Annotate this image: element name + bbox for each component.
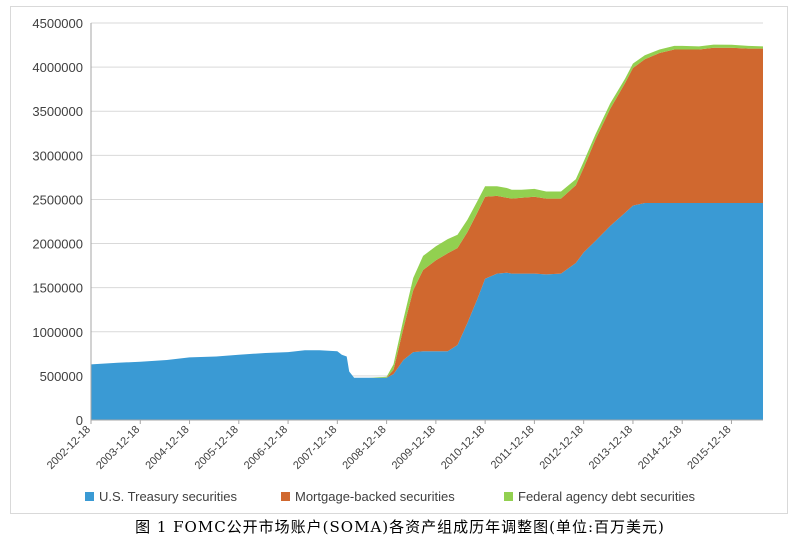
area-u-s-treasury-securities <box>91 203 763 420</box>
axes <box>90 23 763 424</box>
y-tick-label: 4000000 <box>32 60 83 75</box>
x-tick-label: 2013-12-18 <box>587 424 635 472</box>
area-mortgage-backed-securities <box>91 47 763 378</box>
x-tick-label: 2014-12-18 <box>636 424 684 472</box>
legend-swatch <box>85 492 94 501</box>
y-tick-label: 1000000 <box>32 325 83 340</box>
x-tick-label: 2007-12-18 <box>291 424 339 472</box>
x-tick-label: 2004-12-18 <box>143 424 191 472</box>
y-tick-label: 2000000 <box>32 237 83 252</box>
figure-caption: 图 1 FOMC公开市场账户(SOMA)各资产组成历年调整图(单位:百万美元) <box>135 518 665 536</box>
x-tick-label: 2005-12-18 <box>193 424 241 472</box>
x-tick-label: 2012-12-18 <box>538 424 586 472</box>
y-tick-label: 1500000 <box>32 281 83 296</box>
x-tick-label: 2009-12-18 <box>390 424 438 472</box>
x-tick-label: 2011-12-18 <box>489 424 537 472</box>
legend: U.S. Treasury securities Mortgage-backed … <box>85 489 696 504</box>
area-chart: 0 500000 1000000 1500000 2000000 2500000 30000… <box>32 16 763 504</box>
x-tick-label: 2003-12-18 <box>94 424 142 472</box>
y-tick-label: 3000000 <box>32 148 83 163</box>
legend-swatch <box>504 492 513 501</box>
x-tick-label: 2015-12-18 <box>685 424 733 472</box>
y-tick-label: 2500000 <box>32 192 83 207</box>
y-tick-label: 500000 <box>40 369 83 384</box>
y-tick-labels: 0 500000 1000000 1500000 2000000 2500000 30000… <box>32 16 83 428</box>
area-series-group <box>91 44 763 420</box>
x-tick-label: 2006-12-18 <box>242 424 290 472</box>
legend-label: Federal agency debt securities <box>518 489 696 504</box>
x-tick-label: 2008-12-18 <box>340 424 388 472</box>
y-tick-label: 0 <box>76 413 83 428</box>
x-tick-labels: 2002-12-18 2003-12-18 2004-12-18 2005-12-18… <box>45 424 734 472</box>
x-tick-label: 2010-12-18 <box>439 424 487 472</box>
y-tick-label: 4500000 <box>32 16 83 31</box>
legend-label: Mortgage-backed securities <box>295 489 455 504</box>
y-tick-label: 3500000 <box>32 104 83 119</box>
grid-lines <box>91 22 763 377</box>
legend-label: U.S. Treasury securities <box>99 489 237 504</box>
chart-frame: 0 500000 1000000 1500000 2000000 2500000 30000… <box>10 6 788 514</box>
legend-swatch <box>281 492 290 501</box>
x-tick-label: 2002-12-18 <box>45 424 93 472</box>
